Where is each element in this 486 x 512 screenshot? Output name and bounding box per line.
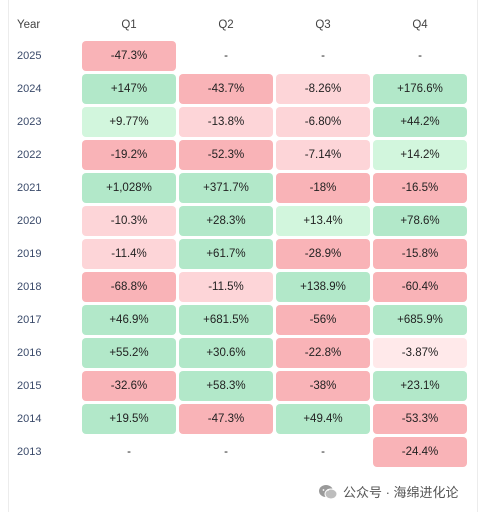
- return-cell-q3: -38%: [276, 371, 370, 401]
- return-cell-q1: +1,028%: [82, 173, 176, 203]
- return-cell-q1: -47.3%: [82, 41, 176, 71]
- return-cell-q4: -16.5%: [373, 173, 467, 203]
- return-cell-q4: +78.6%: [373, 206, 467, 236]
- return-cell-q3: -22.8%: [276, 338, 370, 368]
- return-cell-q2: -43.7%: [179, 74, 273, 104]
- return-cell-q4: -53.3%: [373, 404, 467, 434]
- table-row: 2020 -10.3% +28.3% +13.4% +78.6%: [15, 206, 467, 236]
- year-cell: 2015: [17, 380, 42, 392]
- return-cell-q3: -7.14%: [276, 140, 370, 170]
- return-cell-q2: -: [224, 446, 228, 458]
- return-cell-q2: +61.7%: [179, 239, 273, 269]
- return-cell-q1: -: [127, 446, 131, 458]
- return-cell-q2: +371.7%: [179, 173, 273, 203]
- return-cell-q1: +55.2%: [82, 338, 176, 368]
- return-cell-q2: -47.3%: [179, 404, 273, 434]
- table-row: 2019 -11.4% +61.7% -28.9% -15.8%: [15, 239, 467, 269]
- year-cell: 2023: [17, 116, 42, 128]
- wechat-icon: [319, 484, 338, 499]
- year-cell: 2017: [17, 314, 42, 326]
- table-row: 2014 +19.5% -47.3% +49.4% -53.3%: [15, 404, 467, 434]
- table-row: 2017 +46.9% +681.5% -56% +685.9%: [15, 305, 467, 335]
- return-cell-q2: -52.3%: [179, 140, 273, 170]
- return-cell-q1: +147%: [82, 74, 176, 104]
- return-cell-q3: -8.26%: [276, 74, 370, 104]
- column-header-q2: Q2: [218, 18, 234, 31]
- return-cell-q4: +685.9%: [373, 305, 467, 335]
- return-cell-q4: -: [418, 50, 422, 62]
- return-cell-q3: +138.9%: [276, 272, 370, 302]
- return-cell-q4: +23.1%: [373, 371, 467, 401]
- year-cell: 2019: [17, 248, 42, 260]
- return-cell-q4: -24.4%: [373, 437, 467, 467]
- return-cell-q1: +46.9%: [82, 305, 176, 335]
- return-cell-q3: -: [321, 446, 325, 458]
- watermark: 公众号 · 海绵进化论: [318, 482, 459, 501]
- table-row: 2015 -32.6% +58.3% -38% +23.1%: [15, 371, 467, 401]
- return-cell-q1: -19.2%: [82, 140, 176, 170]
- table-row: 2022 -19.2% -52.3% -7.14% +14.2%: [15, 140, 467, 170]
- return-cell-q2: -: [224, 50, 228, 62]
- return-cell-q1: -10.3%: [82, 206, 176, 236]
- year-cell: 2024: [17, 83, 42, 95]
- year-cell: 2018: [17, 281, 42, 293]
- return-cell-q4: -60.4%: [373, 272, 467, 302]
- column-header-q1: Q1: [121, 18, 137, 31]
- year-cell: 2013: [17, 446, 42, 458]
- year-cell: 2020: [17, 215, 42, 227]
- table-body: 2025 -47.3% - - - 2024 +147% -43.7% -8.26% +176.6…: [15, 41, 467, 467]
- return-cell-q4: +176.6%: [373, 74, 467, 104]
- return-cell-q2: +681.5%: [179, 305, 273, 335]
- year-cell: 2022: [17, 149, 42, 161]
- column-header-q3: Q3: [315, 18, 331, 31]
- return-cell-q1: -32.6%: [82, 371, 176, 401]
- return-cell-q2: -13.8%: [179, 107, 273, 137]
- quarterly-returns-table: Year Q1 Q2 Q3 Q4 2025 -47.3% - - -2024 +147% -…: [12, 8, 470, 470]
- table-row: 2023 +9.77% -13.8% -6.80% +44.2%: [15, 107, 467, 137]
- return-cell-q1: +19.5%: [82, 404, 176, 434]
- column-header-year: Year: [17, 18, 41, 31]
- return-cell-q1: +9.77%: [82, 107, 176, 137]
- return-cell-q3: -56%: [276, 305, 370, 335]
- table-row: 2016 +55.2% +30.6% -22.8% -3.87%: [15, 338, 467, 368]
- return-cell-q1: -68.8%: [82, 272, 176, 302]
- year-cell: 2025: [17, 50, 42, 62]
- return-cell-q4: +44.2%: [373, 107, 467, 137]
- column-header-q4: Q4: [412, 18, 428, 31]
- year-cell: 2016: [17, 347, 42, 359]
- table-row: 2018 -68.8% -11.5% +138.9% -60.4%: [15, 272, 467, 302]
- return-cell-q3: -28.9%: [276, 239, 370, 269]
- table-row: 2025 -47.3% - - -: [15, 41, 467, 71]
- return-cell-q3: +13.4%: [276, 206, 370, 236]
- return-cell-q4: -3.87%: [373, 338, 467, 368]
- return-cell-q3: -18%: [276, 173, 370, 203]
- return-cell-q4: +14.2%: [373, 140, 467, 170]
- year-cell: 2021: [17, 182, 42, 194]
- return-cell-q2: +58.3%: [179, 371, 273, 401]
- year-cell: 2014: [17, 413, 42, 425]
- return-cell-q3: +49.4%: [276, 404, 370, 434]
- table-row: 2024 +147% -43.7% -8.26% +176.6%: [15, 74, 467, 104]
- return-cell-q2: -11.5%: [179, 272, 273, 302]
- header-row: Year Q1 Q2 Q3 Q4: [15, 11, 467, 38]
- return-cell-q3: -: [321, 50, 325, 62]
- table-row: 2021 +1,028% +371.7% -18% -16.5%: [15, 173, 467, 203]
- return-cell-q2: +30.6%: [179, 338, 273, 368]
- return-cell-q2: +28.3%: [179, 206, 273, 236]
- table-row: 2013 - - - -24.4%: [15, 437, 467, 467]
- return-cell-q1: -11.4%: [82, 239, 176, 269]
- return-cell-q4: -15.8%: [373, 239, 467, 269]
- return-cell-q3: -6.80%: [276, 107, 370, 137]
- watermark-text: 公众号 · 海绵进化论: [343, 485, 459, 500]
- table-frame: [8, 0, 478, 512]
